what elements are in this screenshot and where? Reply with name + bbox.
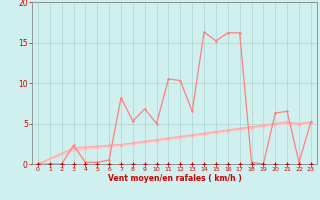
X-axis label: Vent moyen/en rafales ( km/h ): Vent moyen/en rafales ( km/h ) (108, 174, 241, 183)
